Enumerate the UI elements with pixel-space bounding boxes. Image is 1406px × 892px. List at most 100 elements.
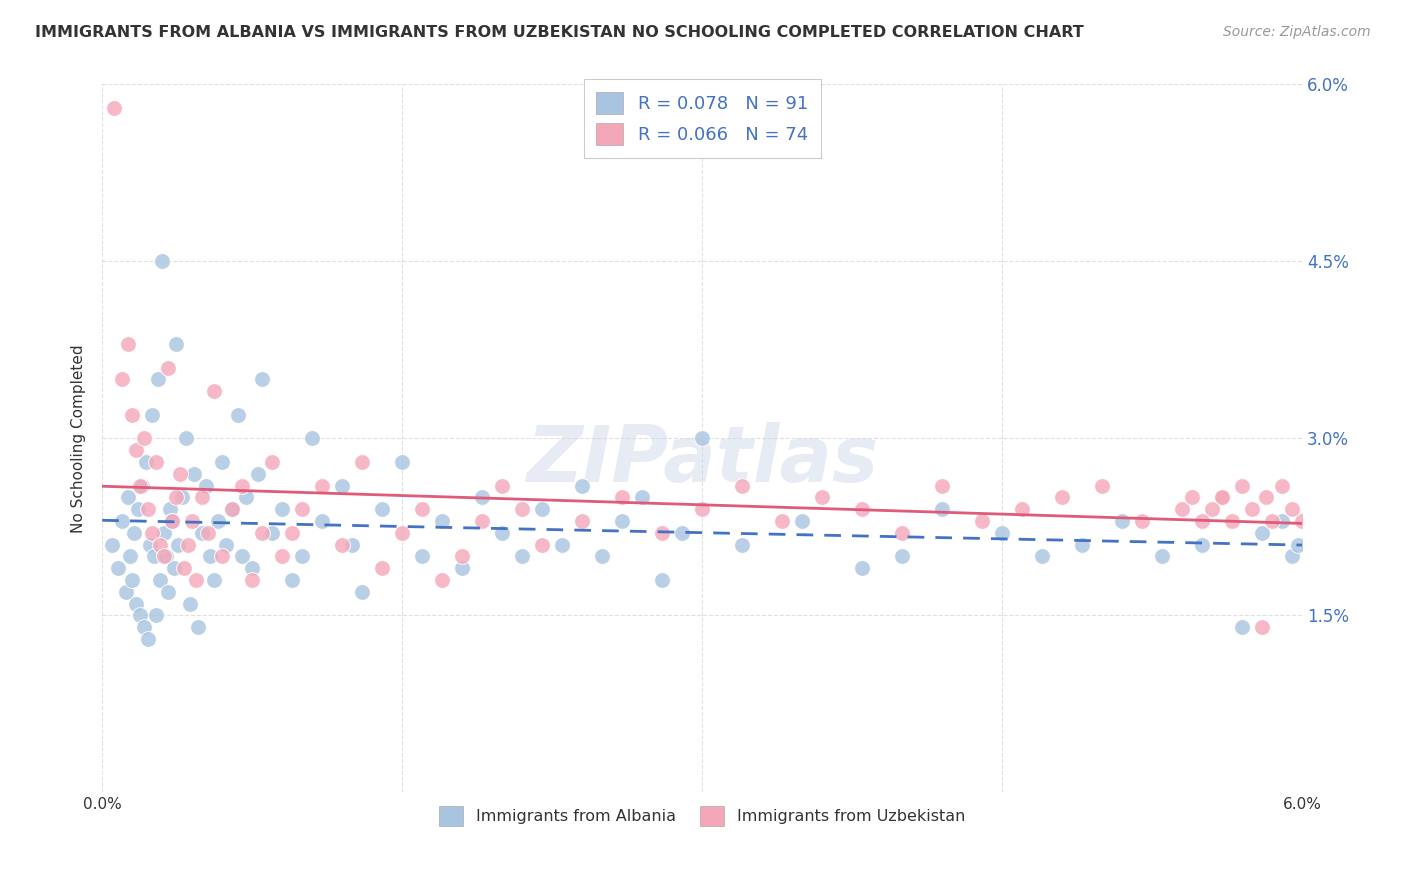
Point xyxy=(187,620,209,634)
Point xyxy=(1251,620,1274,634)
Point xyxy=(571,514,593,528)
Point xyxy=(111,514,134,528)
Point xyxy=(471,491,494,505)
Point xyxy=(430,573,453,587)
Point xyxy=(141,525,163,540)
Point xyxy=(250,372,273,386)
Point xyxy=(931,478,953,492)
Point xyxy=(1211,491,1233,505)
Point xyxy=(160,514,183,528)
Point xyxy=(430,514,453,528)
Point xyxy=(411,549,433,564)
Point xyxy=(411,502,433,516)
Point xyxy=(141,408,163,422)
Point xyxy=(134,620,156,634)
Point xyxy=(197,525,219,540)
Point xyxy=(117,491,139,505)
Point xyxy=(1251,525,1274,540)
Point xyxy=(1254,491,1277,505)
Point xyxy=(250,525,273,540)
Point xyxy=(1291,514,1313,528)
Point xyxy=(1220,514,1243,528)
Point xyxy=(591,549,613,564)
Point xyxy=(1171,502,1194,516)
Point xyxy=(1050,491,1073,505)
Point xyxy=(731,537,754,551)
Point xyxy=(221,502,243,516)
Point xyxy=(157,360,180,375)
Point xyxy=(139,537,162,551)
Point xyxy=(671,525,693,540)
Point xyxy=(143,549,166,564)
Point xyxy=(1261,514,1284,528)
Point xyxy=(160,514,183,528)
Point xyxy=(690,502,713,516)
Point xyxy=(271,549,294,564)
Point xyxy=(215,537,238,551)
Point xyxy=(121,573,143,587)
Point xyxy=(120,549,142,564)
Point xyxy=(811,491,834,505)
Point xyxy=(167,537,190,551)
Point xyxy=(651,525,673,540)
Point xyxy=(610,491,633,505)
Point xyxy=(157,584,180,599)
Point xyxy=(451,549,474,564)
Point xyxy=(121,408,143,422)
Point xyxy=(145,455,167,469)
Point xyxy=(172,491,194,505)
Point xyxy=(145,608,167,623)
Point xyxy=(1201,502,1223,516)
Point xyxy=(371,561,394,575)
Point xyxy=(207,514,229,528)
Point xyxy=(281,573,304,587)
Point xyxy=(153,525,176,540)
Point xyxy=(129,478,152,492)
Point xyxy=(491,525,513,540)
Point xyxy=(235,491,257,505)
Point xyxy=(371,502,394,516)
Point xyxy=(631,491,654,505)
Point xyxy=(150,254,173,268)
Point xyxy=(352,455,374,469)
Point xyxy=(340,537,363,551)
Point xyxy=(247,467,270,481)
Point xyxy=(651,573,673,587)
Point xyxy=(262,525,284,540)
Point xyxy=(211,549,233,564)
Point xyxy=(1191,537,1213,551)
Point xyxy=(198,549,221,564)
Point xyxy=(271,502,294,516)
Point xyxy=(991,525,1014,540)
Point xyxy=(202,573,225,587)
Point xyxy=(231,478,253,492)
Point xyxy=(155,549,177,564)
Point xyxy=(1150,549,1173,564)
Point xyxy=(571,478,593,492)
Point xyxy=(770,514,793,528)
Point xyxy=(851,561,873,575)
Point xyxy=(291,502,314,516)
Point xyxy=(240,573,263,587)
Point xyxy=(125,597,148,611)
Point xyxy=(851,502,873,516)
Point xyxy=(181,514,204,528)
Point xyxy=(107,561,129,575)
Point xyxy=(301,431,323,445)
Point xyxy=(352,584,374,599)
Point xyxy=(891,549,914,564)
Legend: Immigrants from Albania, Immigrants from Uzbekistan: Immigrants from Albania, Immigrants from… xyxy=(432,798,973,834)
Point xyxy=(101,537,124,551)
Text: IMMIGRANTS FROM ALBANIA VS IMMIGRANTS FROM UZBEKISTAN NO SCHOOLING COMPLETED COR: IMMIGRANTS FROM ALBANIA VS IMMIGRANTS FR… xyxy=(35,25,1084,40)
Point xyxy=(1281,502,1303,516)
Point xyxy=(1130,514,1153,528)
Point xyxy=(135,455,157,469)
Point xyxy=(311,478,333,492)
Point xyxy=(491,478,513,492)
Point xyxy=(169,467,191,481)
Point xyxy=(1111,514,1133,528)
Point xyxy=(291,549,314,564)
Point xyxy=(510,502,533,516)
Point xyxy=(1091,478,1114,492)
Point xyxy=(1286,537,1309,551)
